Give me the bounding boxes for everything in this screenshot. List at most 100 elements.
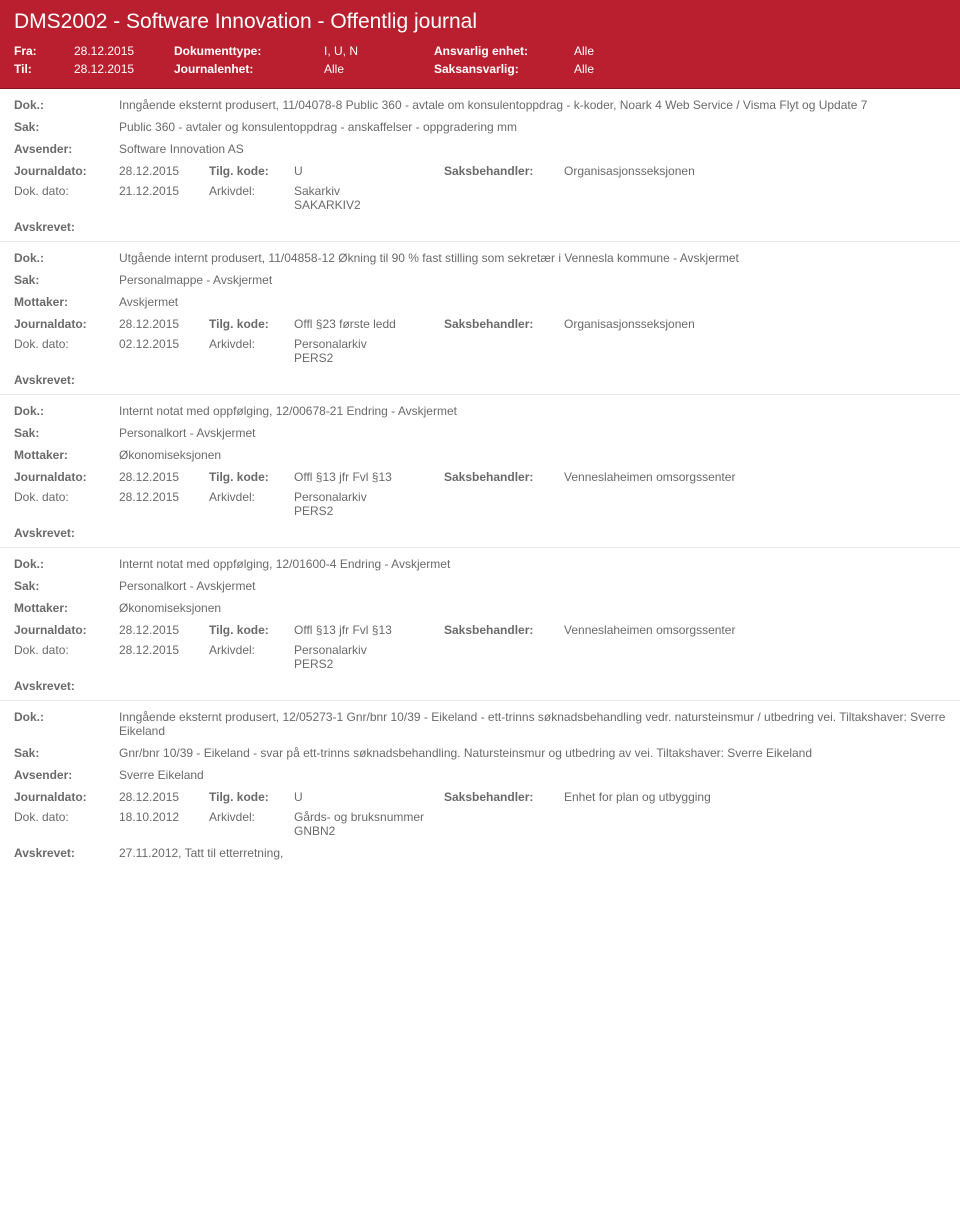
tilgkode-value: U <box>294 164 444 178</box>
journaldato-row: Journaldato: 28.12.2015 Tilg. kode: Offl… <box>0 314 960 334</box>
dokdato-row: Dok. dato: 02.12.2015 Arkivdel: Personal… <box>0 334 960 368</box>
journal-entry: Dok.: Utgående internt produsert, 11/048… <box>0 241 960 394</box>
dok-label: Dok.: <box>14 404 119 418</box>
avskrevet-label: Avskrevet: <box>14 373 119 387</box>
sak-row: Sak: Gnr/bnr 10/39 - Eikeland - svar på … <box>0 743 960 763</box>
journal-entry: Dok.: Inngående eksternt produsert, 11/0… <box>0 89 960 241</box>
arkivdel-value: Personalarkiv PERS2 <box>294 337 444 365</box>
arkivdel-line2: PERS2 <box>294 657 444 671</box>
party-label: Mottaker: <box>14 448 119 462</box>
journaldato-row: Journaldato: 28.12.2015 Tilg. kode: U Sa… <box>0 787 960 807</box>
dokdato-row: Dok. dato: 21.12.2015 Arkivdel: Sakarkiv… <box>0 181 960 215</box>
dok-value: Inngående eksternt produsert, 12/05273-1… <box>119 710 946 738</box>
journaldato-value: 28.12.2015 <box>119 623 209 637</box>
journaldato-label: Journaldato: <box>14 470 119 484</box>
tilgkode-value: U <box>294 790 444 804</box>
saksbehandler-label: Saksbehandler: <box>444 470 564 484</box>
dokdato-label: Dok. dato: <box>14 490 119 518</box>
saksbehandler-label: Saksbehandler: <box>444 790 564 804</box>
ansvarlig-value: Alle <box>574 44 654 58</box>
party-label: Avsender: <box>14 768 119 782</box>
dok-label: Dok.: <box>14 710 119 724</box>
dokdato-value: 02.12.2015 <box>119 337 209 365</box>
party-row: Avsender: Software Innovation AS <box>0 139 960 159</box>
sak-label: Sak: <box>14 579 119 593</box>
tilgkode-label: Tilg. kode: <box>209 790 294 804</box>
sak-value: Public 360 - avtaler og konsulentoppdrag… <box>119 120 946 134</box>
dokdato-row: Dok. dato: 28.12.2015 Arkivdel: Personal… <box>0 487 960 521</box>
saksansvarlig-label: Saksansvarlig: <box>434 62 574 76</box>
sak-value: Personalmappe - Avskjermet <box>119 273 946 287</box>
journal-entry: Dok.: Internt notat med oppfølging, 12/0… <box>0 394 960 547</box>
saksbehandler-value: Venneslaheimen omsorgssenter <box>564 470 946 484</box>
dok-row: Dok.: Inngående eksternt produsert, 11/0… <box>0 95 960 115</box>
party-label: Mottaker: <box>14 295 119 309</box>
avskrevet-row: Avskrevet: <box>0 370 960 390</box>
dok-value: Utgående internt produsert, 11/04858-12 … <box>119 251 946 265</box>
journaldato-value: 28.12.2015 <box>119 790 209 804</box>
saksbehandler-value: Enhet for plan og utbygging <box>564 790 946 804</box>
party-value: Software Innovation AS <box>119 142 946 156</box>
sak-value: Personalkort - Avskjermet <box>119 426 946 440</box>
journaldato-row: Journaldato: 28.12.2015 Tilg. kode: Offl… <box>0 620 960 640</box>
saksbehandler-value: Venneslaheimen omsorgssenter <box>564 623 946 637</box>
dok-label: Dok.: <box>14 251 119 265</box>
dokdato-row: Dok. dato: 28.12.2015 Arkivdel: Personal… <box>0 640 960 674</box>
sak-row: Sak: Personalkort - Avskjermet <box>0 576 960 596</box>
tilgkode-label: Tilg. kode: <box>209 164 294 178</box>
header-meta-grid: Fra: 28.12.2015 Dokumenttype: I, U, N An… <box>14 44 946 76</box>
til-label: Til: <box>14 62 74 76</box>
saksbehandler-value: Organisasjonsseksjonen <box>564 317 946 331</box>
party-value: Økonomiseksjonen <box>119 448 946 462</box>
party-value: Økonomiseksjonen <box>119 601 946 615</box>
avskrevet-row: Avskrevet: <box>0 523 960 543</box>
party-row: Mottaker: Avskjermet <box>0 292 960 312</box>
party-value: Sverre Eikeland <box>119 768 946 782</box>
party-row: Mottaker: Økonomiseksjonen <box>0 445 960 465</box>
sak-label: Sak: <box>14 273 119 287</box>
tilgkode-value: Offl §13 jfr Fvl §13 <box>294 470 444 484</box>
arkivdel-line1: Personalarkiv <box>294 490 444 504</box>
journaldato-row: Journaldato: 28.12.2015 Tilg. kode: U Sa… <box>0 161 960 181</box>
saksbehandler-value: Organisasjonsseksjonen <box>564 164 946 178</box>
avskrevet-row: Avskrevet: <box>0 676 960 696</box>
dokdato-value: 18.10.2012 <box>119 810 209 838</box>
dok-value: Internt notat med oppfølging, 12/01600-4… <box>119 557 946 571</box>
arkivdel-line1: Personalarkiv <box>294 643 444 657</box>
avskrevet-label: Avskrevet: <box>14 526 119 540</box>
dok-value: Inngående eksternt produsert, 11/04078-8… <box>119 98 946 112</box>
avskrevet-value <box>119 373 946 387</box>
journaldato-row: Journaldato: 28.12.2015 Tilg. kode: Offl… <box>0 467 960 487</box>
arkivdel-value: Personalarkiv PERS2 <box>294 643 444 671</box>
journal-header: DMS2002 - Software Innovation - Offentli… <box>0 0 960 89</box>
arkivdel-label: Arkivdel: <box>209 337 294 365</box>
dok-value: Internt notat med oppfølging, 12/00678-2… <box>119 404 946 418</box>
dokdato-label: Dok. dato: <box>14 643 119 671</box>
journaldato-label: Journaldato: <box>14 317 119 331</box>
dok-label: Dok.: <box>14 98 119 112</box>
tilgkode-value: Offl §13 jfr Fvl §13 <box>294 623 444 637</box>
avskrevet-value <box>119 679 946 693</box>
sak-label: Sak: <box>14 426 119 440</box>
dok-row: Dok.: Utgående internt produsert, 11/048… <box>0 248 960 268</box>
arkivdel-value: Personalarkiv PERS2 <box>294 490 444 518</box>
journaldato-label: Journaldato: <box>14 623 119 637</box>
party-row: Avsender: Sverre Eikeland <box>0 765 960 785</box>
sak-value: Personalkort - Avskjermet <box>119 579 946 593</box>
sak-row: Sak: Personalmappe - Avskjermet <box>0 270 960 290</box>
arkivdel-label: Arkivdel: <box>209 490 294 518</box>
sak-row: Sak: Personalkort - Avskjermet <box>0 423 960 443</box>
journaldato-value: 28.12.2015 <box>119 470 209 484</box>
party-value: Avskjermet <box>119 295 946 309</box>
doktype-value: I, U, N <box>324 44 434 58</box>
saksbehandler-label: Saksbehandler: <box>444 317 564 331</box>
doktype-label: Dokumenttype: <box>174 44 324 58</box>
page-title: DMS2002 - Software Innovation - Offentli… <box>14 10 946 34</box>
saksansvarlig-value: Alle <box>574 62 654 76</box>
avskrevet-label: Avskrevet: <box>14 846 119 860</box>
avskrevet-label: Avskrevet: <box>14 679 119 693</box>
avskrevet-value <box>119 220 946 234</box>
journaldato-value: 28.12.2015 <box>119 317 209 331</box>
dokdato-label: Dok. dato: <box>14 810 119 838</box>
journaldato-label: Journaldato: <box>14 164 119 178</box>
